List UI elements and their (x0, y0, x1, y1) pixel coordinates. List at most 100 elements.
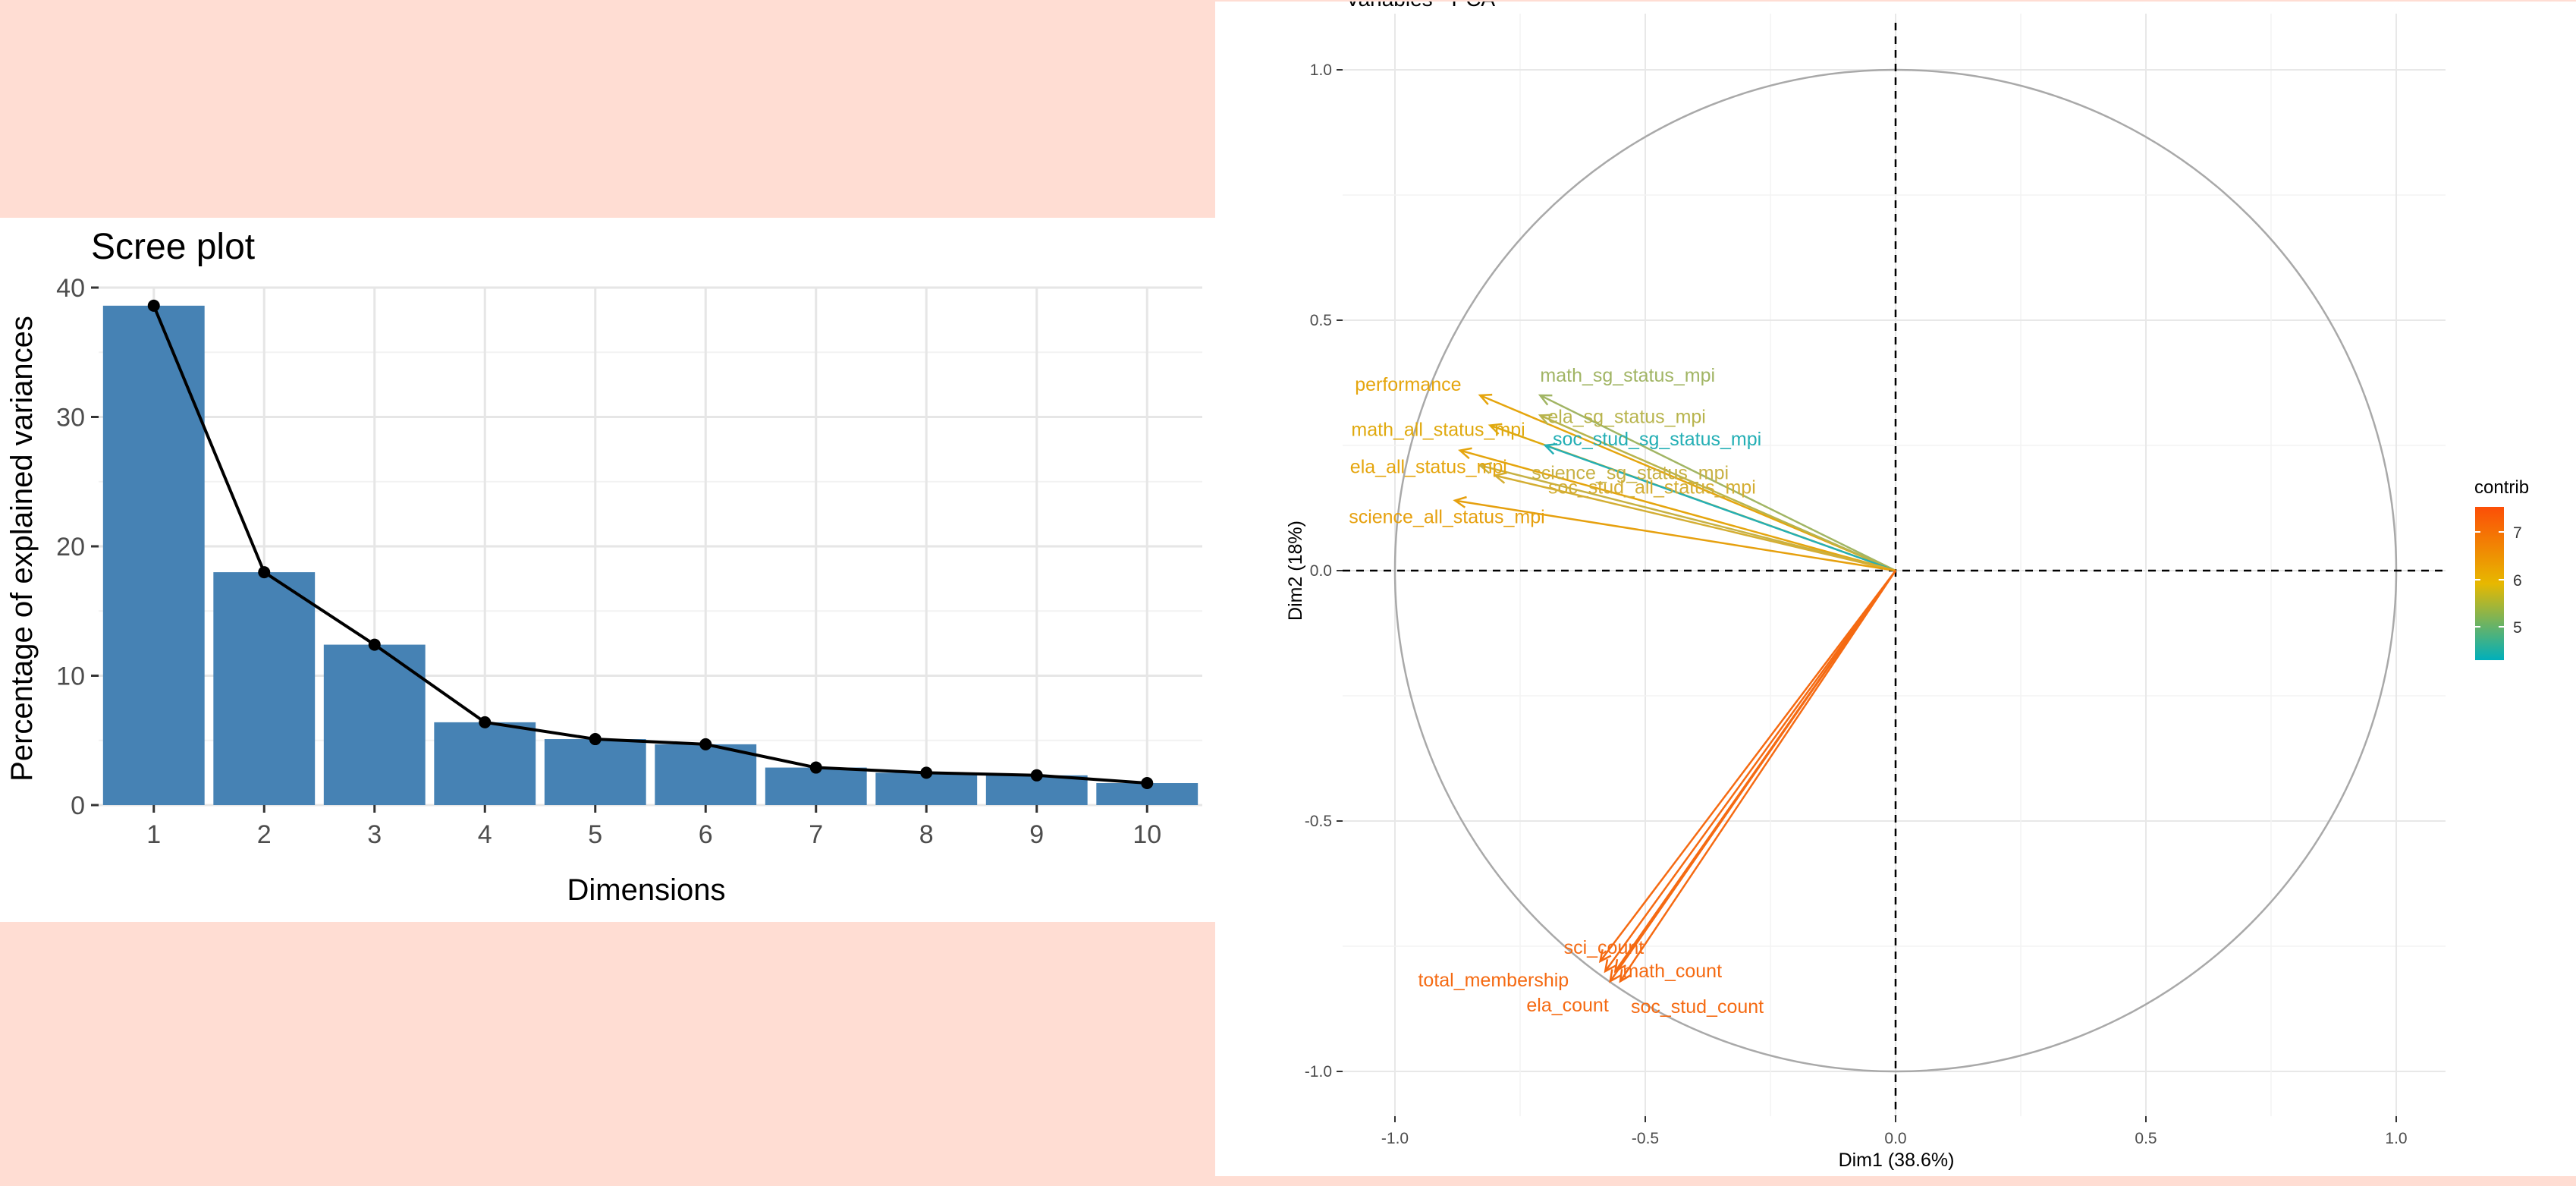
pca-arrow-head (1487, 423, 1503, 435)
pca-variable-arrows (1453, 393, 1897, 983)
pca-y-tick-label: -1.0 (1305, 1063, 1332, 1081)
pca-x-axis-label: Dim1 (38.6%) (1839, 1150, 1955, 1171)
pca-contrib-legend: contrib 7 6 5 (2474, 477, 2529, 660)
scree-x-tick-label: 7 (809, 820, 823, 849)
scree-bar (434, 722, 536, 805)
legend-title: contrib (2474, 477, 2529, 498)
pca-x-tick-label: -1.0 (1381, 1130, 1409, 1147)
pca-arrow (1494, 474, 1896, 572)
pca-y-tick-label: 0.5 (1310, 312, 1332, 329)
pca-variable-label: total_membership (1418, 970, 1569, 991)
pca-arrow-head (1538, 414, 1553, 426)
scree-x-tick-label: 6 (699, 820, 713, 849)
scree-x-axis-label: Dimensions (567, 873, 726, 907)
scree-point (809, 761, 822, 774)
scree-bar (102, 305, 205, 805)
legend-tick-label: 5 (2513, 619, 2522, 637)
pca-variable-label: ela_sg_status_mpi (1547, 406, 1705, 427)
scree-y-tick-label: 30 (56, 404, 85, 433)
scree-plot-title: Scree plot (91, 227, 255, 267)
pca-y-axis-label: Dim2 (18%) (1285, 521, 1306, 621)
pca-plot-title: Variables - PCA (1346, 2, 1495, 11)
pca-arrow-head (1604, 959, 1616, 974)
scree-point (699, 738, 712, 750)
pca-arrow (1544, 444, 1896, 572)
pca-arrow (1459, 449, 1896, 572)
pca-arrow-head (1598, 948, 1612, 964)
scree-y-tick-label: 20 (56, 533, 85, 562)
pca-arrow (1479, 464, 1896, 572)
scree-x-tick-label: 2 (257, 820, 272, 849)
scree-point (1141, 777, 1154, 790)
legend-colorbar (2475, 507, 2504, 660)
scree-point (1030, 769, 1043, 782)
scree-plot: Scree plot 0 10 20 30 40 1 2 3 4 5 6 7 8 9 10 Dimensio… (5, 227, 1202, 907)
scree-bar (655, 744, 757, 805)
pca-grid (1343, 14, 2446, 1116)
pca-arrow (1599, 570, 1896, 962)
pca-variable-label: science_all_status_mpi (1349, 507, 1544, 528)
scree-y-axis-label: Percentage of explained variances (5, 316, 39, 782)
scree-point (589, 733, 602, 746)
scree-bar (323, 644, 426, 805)
pca-variable-label: math_count (1623, 961, 1722, 982)
pca-variable-label: performance (1355, 374, 1461, 395)
pca-arrow-head (1543, 443, 1558, 455)
pca-variable-label: ela_all_status_mpi (1350, 457, 1507, 478)
pca-arrow-head (1478, 393, 1493, 405)
pca-variable-label: math_sg_status_mpi (1540, 365, 1715, 386)
pca-variable-label: science_sg_status_mpi (1531, 462, 1729, 483)
scree-axes: 0 10 20 30 40 1 2 3 4 5 6 7 8 9 10 (56, 274, 1161, 849)
pca-variables-panel: Variables - PCA performance math_sg_statu… (1215, 2, 2576, 1176)
pca-x-tick-label: 0.5 (2135, 1130, 2157, 1147)
scree-x-tick-label: 4 (478, 820, 492, 849)
pca-variable-label: ela_count (1526, 995, 1608, 1016)
scree-series-line (152, 305, 1148, 785)
pca-arrow (1539, 414, 1896, 572)
pca-arrow (1609, 570, 1897, 982)
scree-x-tick-label: 3 (367, 820, 382, 849)
scree-x-tick-label: 5 (588, 820, 602, 849)
scree-bars (102, 305, 1198, 805)
pca-x-tick-label: 1.0 (2385, 1130, 2407, 1147)
pca-arrow-head (1538, 394, 1553, 406)
pca-variables-plot: Variables - PCA performance math_sg_statu… (1285, 2, 2529, 1171)
pca-arrow-head (1458, 447, 1472, 460)
pca-variable-label: sci_count (1564, 937, 1645, 958)
scree-bar (765, 767, 867, 805)
pca-arrow (1619, 570, 1897, 982)
pca-variable-label: soc_stud_sg_status_mpi (1553, 429, 1761, 450)
pca-arrow (1604, 570, 1897, 972)
scree-point (368, 638, 381, 651)
pca-variable-label: soc_stud_all_status_mpi (1548, 477, 1756, 499)
pca-arrow-head (1613, 959, 1626, 974)
scree-x-tick-label: 1 (146, 820, 161, 849)
pca-variable-label: soc_stud_count (1631, 996, 1764, 1018)
scree-line (147, 299, 1154, 790)
pca-y-tick-label: 0.0 (1310, 562, 1332, 580)
pca-arrow-head (1478, 461, 1493, 474)
scree-point (258, 566, 271, 579)
pca-y-tick-label: 1.0 (1310, 61, 1332, 79)
scree-y-tick-label: 40 (56, 274, 85, 303)
pca-y-tick-label: -0.5 (1305, 813, 1332, 830)
pca-arrow-head (1453, 495, 1467, 508)
pca-arrow (1539, 394, 1896, 572)
pca-x-tick-label: 0.0 (1884, 1130, 1906, 1147)
scree-y-tick-label: 10 (56, 662, 85, 691)
pca-variable-labels: performance math_sg_status_mpi ela_sg_stat… (1349, 365, 1764, 1018)
scree-x-tick-label: 8 (919, 820, 934, 849)
pca-axes: -1.0 -0.5 0.0 0.5 1.0 1.0 0.5 0.0 -0.5 -1.0 (1305, 61, 2408, 1147)
scree-y-tick-label: 0 (71, 791, 85, 820)
pca-variable-label: math_all_status_mpi (1351, 420, 1525, 441)
legend-tick-label: 7 (2513, 524, 2522, 542)
scree-x-tick-label: 9 (1029, 820, 1044, 849)
scree-point (147, 299, 160, 312)
pca-arrow-head (1619, 969, 1632, 983)
scree-bar (544, 739, 646, 805)
pca-arrow (1455, 499, 1896, 572)
pca-arrow-head (1493, 471, 1507, 484)
pca-arrow-head (1609, 969, 1622, 983)
scree-x-tick-label: 10 (1132, 820, 1161, 849)
scree-point (479, 716, 492, 728)
